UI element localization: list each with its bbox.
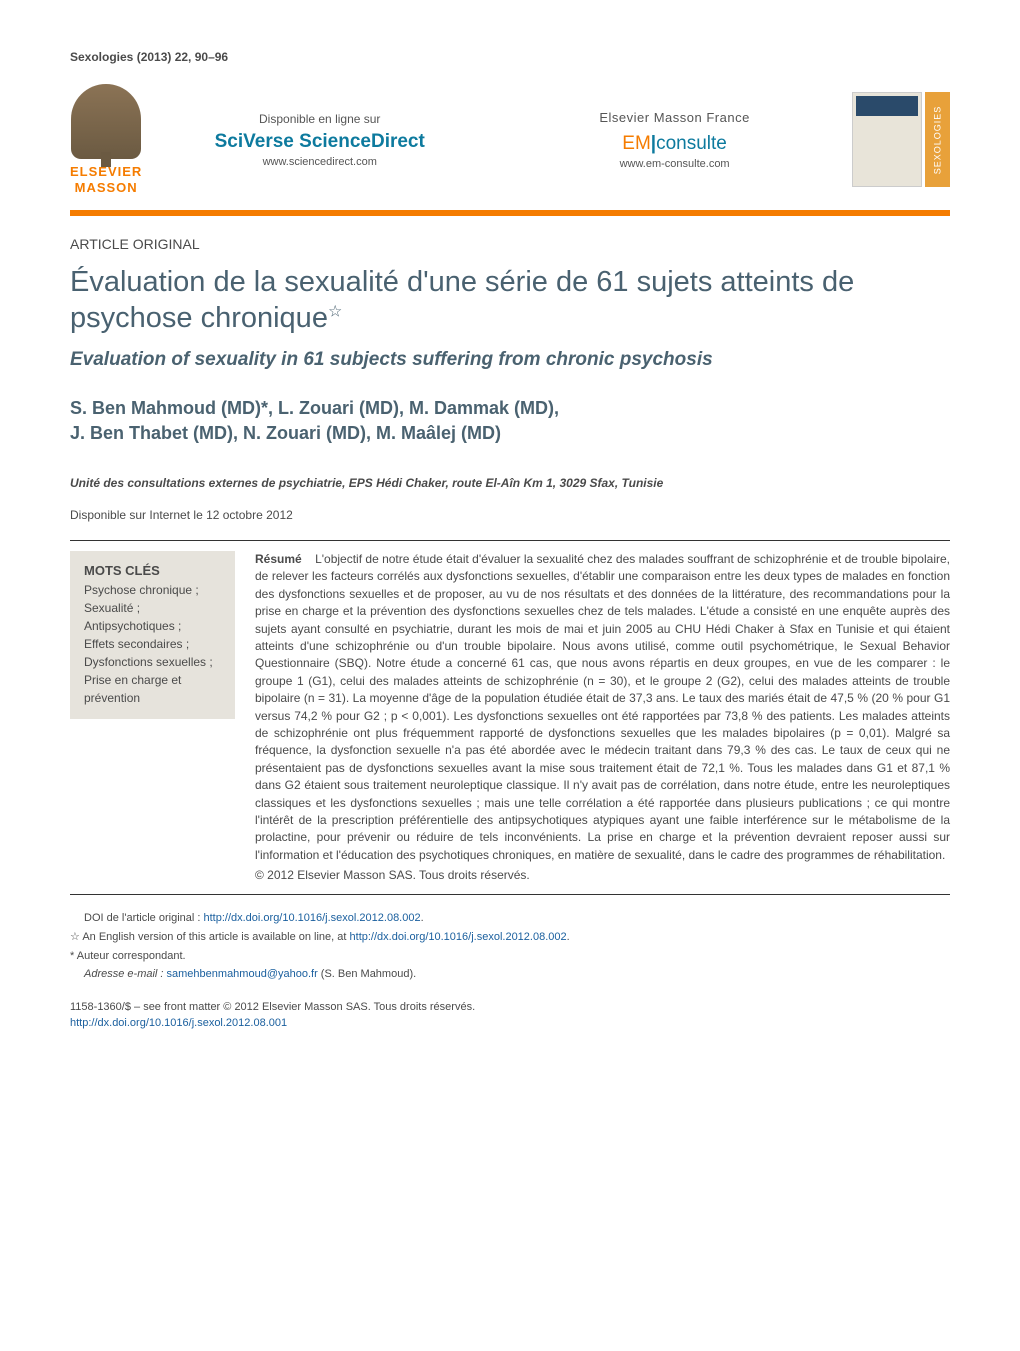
footnote-doi-original: DOI de l'article original : http://dx.do…: [70, 910, 950, 928]
english-version-note: An English version of this article is av…: [82, 931, 349, 943]
keywords-heading: MOTS CLÉS: [84, 563, 221, 578]
journal-citation: Sexologies (2013) 22, 90–96: [70, 50, 950, 64]
doi-original-link[interactable]: http://dx.doi.org/10.1016/j.sexol.2012.0…: [203, 912, 420, 924]
emconsulte-brand: EM|consulte: [517, 133, 832, 155]
publisher-logo-block: ELSEVIERMASSON: [70, 84, 142, 195]
keywords-box: MOTS CLÉS Psychose chronique ;Sexualité …: [70, 551, 235, 719]
star-icon: ☆: [70, 931, 82, 943]
elsevier-brand-text: ELSEVIERMASSON: [70, 164, 142, 195]
email-label: Adresse e-mail :: [84, 968, 167, 980]
online-availability-label: Disponible en ligne sur: [162, 112, 477, 126]
article-subtitle-english: Evaluation of sexuality in 61 subjects s…: [70, 349, 950, 371]
abstract-copyright: © 2012 Elsevier Masson SAS. Tous droits …: [255, 867, 950, 884]
title-footnote-star: ☆: [328, 304, 342, 321]
online-availability-date: Disponible sur Internet le 12 octobre 20…: [70, 508, 950, 522]
corresponding-author-label: Auteur correspondant.: [77, 950, 186, 962]
footnote-email: Adresse e-mail : samehbenmahmoud@yahoo.f…: [70, 966, 950, 984]
article-doi-link[interactable]: http://dx.doi.org/10.1016/j.sexol.2012.0…: [70, 1017, 287, 1029]
author-email-link[interactable]: samehbenmahmoud@yahoo.fr: [167, 968, 318, 980]
footnote-corresponding-author: * Auteur correspondant.: [70, 948, 950, 966]
sciencedirect-url[interactable]: www.sciencedirect.com: [162, 156, 477, 168]
emconsulte-url[interactable]: www.em-consulte.com: [517, 158, 832, 170]
journal-cover-thumbnail: [852, 92, 922, 187]
affiliation-text: Unité des consultations externes de psyc…: [70, 476, 950, 490]
english-version-link[interactable]: http://dx.doi.org/10.1016/j.sexol.2012.0…: [350, 931, 567, 943]
authors-line-1: S. Ben Mahmoud (MD)*, L. Zouari (MD), M.…: [70, 396, 950, 421]
em-masson-label: Elsevier Masson France: [517, 110, 832, 125]
abstract-label: Résumé: [255, 552, 302, 566]
sciencedirect-brand: SciVerse ScienceDirect: [162, 131, 477, 153]
journal-spine: SEXOLOGIES: [925, 92, 950, 187]
emconsulte-block: Elsevier Masson France EM|consulte www.e…: [497, 110, 852, 170]
authors-block: S. Ben Mahmoud (MD)*, L. Zouari (MD), M.…: [70, 396, 950, 446]
email-author-name: (S. Ben Mahmoud).: [318, 968, 416, 980]
doi-original-label: DOI de l'article original :: [84, 912, 203, 924]
article-type-label: ARTICLE ORIGINAL: [70, 236, 950, 252]
journal-spine-text: SEXOLOGIES: [933, 105, 943, 174]
article-title-text: Évaluation de la sexualité d'une série d…: [70, 266, 854, 334]
authors-line-2: J. Ben Thabet (MD), N. Zouari (MD), M. M…: [70, 421, 950, 446]
footnote-star-english-version: ☆ An English version of this article is …: [70, 929, 950, 947]
em-brand-part2: consulte: [656, 133, 727, 154]
journal-cover-block: SEXOLOGIES: [852, 92, 950, 187]
elsevier-tree-icon: [71, 84, 141, 159]
sciencedirect-block: Disponible en ligne sur SciVerse Science…: [142, 112, 497, 168]
header-banner: ELSEVIERMASSON Disponible en ligne sur S…: [70, 74, 950, 216]
abstract-text: L'objectif de notre étude était d'évalue…: [255, 552, 950, 862]
abstract-section: MOTS CLÉS Psychose chronique ;Sexualité …: [70, 540, 950, 895]
footer-doi-block: 1158-1360/$ – see front matter © 2012 El…: [70, 999, 950, 1032]
asterisk-icon: *: [70, 950, 77, 962]
footnotes-block: DOI de l'article original : http://dx.do…: [70, 910, 950, 983]
keywords-list: Psychose chronique ;Sexualité ;Antipsych…: [84, 581, 221, 707]
abstract-body: Résumé L'objectif de notre étude était d…: [255, 541, 950, 894]
issn-copyright-line: 1158-1360/$ – see front matter © 2012 El…: [70, 999, 950, 1016]
article-title: Évaluation de la sexualité d'une série d…: [70, 264, 950, 337]
em-brand-part1: EM: [622, 133, 651, 154]
